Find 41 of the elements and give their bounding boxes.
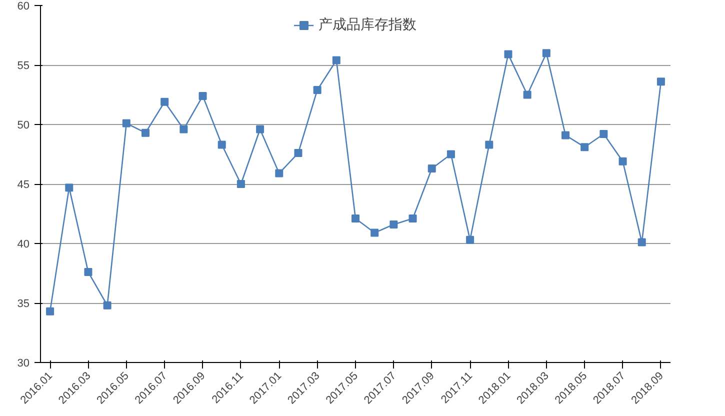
point: [656, 78, 665, 86]
point: [523, 90, 532, 99]
point: [275, 169, 284, 178]
y-tick-label: 30: [17, 358, 30, 370]
point: [236, 180, 245, 188]
point: [562, 131, 570, 140]
point: [122, 119, 130, 128]
point: [160, 98, 169, 106]
point: [142, 128, 150, 137]
point: [352, 214, 360, 223]
point: [65, 184, 74, 192]
point: [218, 140, 226, 149]
point: [294, 149, 302, 158]
point: [84, 268, 92, 276]
point: [198, 92, 207, 100]
legend-label: 产成品库存指数: [318, 16, 416, 34]
y-tick-label: 55: [17, 60, 30, 72]
point: [504, 50, 512, 58]
point: [600, 130, 608, 138]
point: [428, 164, 436, 173]
point: [618, 157, 627, 166]
point: [103, 301, 112, 310]
point: [542, 49, 550, 58]
point: [390, 220, 398, 228]
point: [256, 125, 264, 134]
point: [485, 140, 494, 149]
y-tick-label: 45: [17, 179, 30, 191]
y-tick-label: 50: [17, 120, 30, 132]
point: [332, 56, 340, 64]
point: [446, 150, 455, 158]
point: [313, 86, 322, 94]
point: [466, 236, 474, 244]
y-tick-label: 35: [17, 298, 30, 310]
y-tick-label: 40: [17, 238, 30, 250]
point: [638, 238, 646, 246]
y-tick-label: 60: [17, 0, 30, 12]
point: [580, 143, 589, 152]
point: [46, 307, 54, 316]
point: [408, 214, 417, 223]
point: [370, 228, 379, 237]
point: [180, 125, 188, 134]
